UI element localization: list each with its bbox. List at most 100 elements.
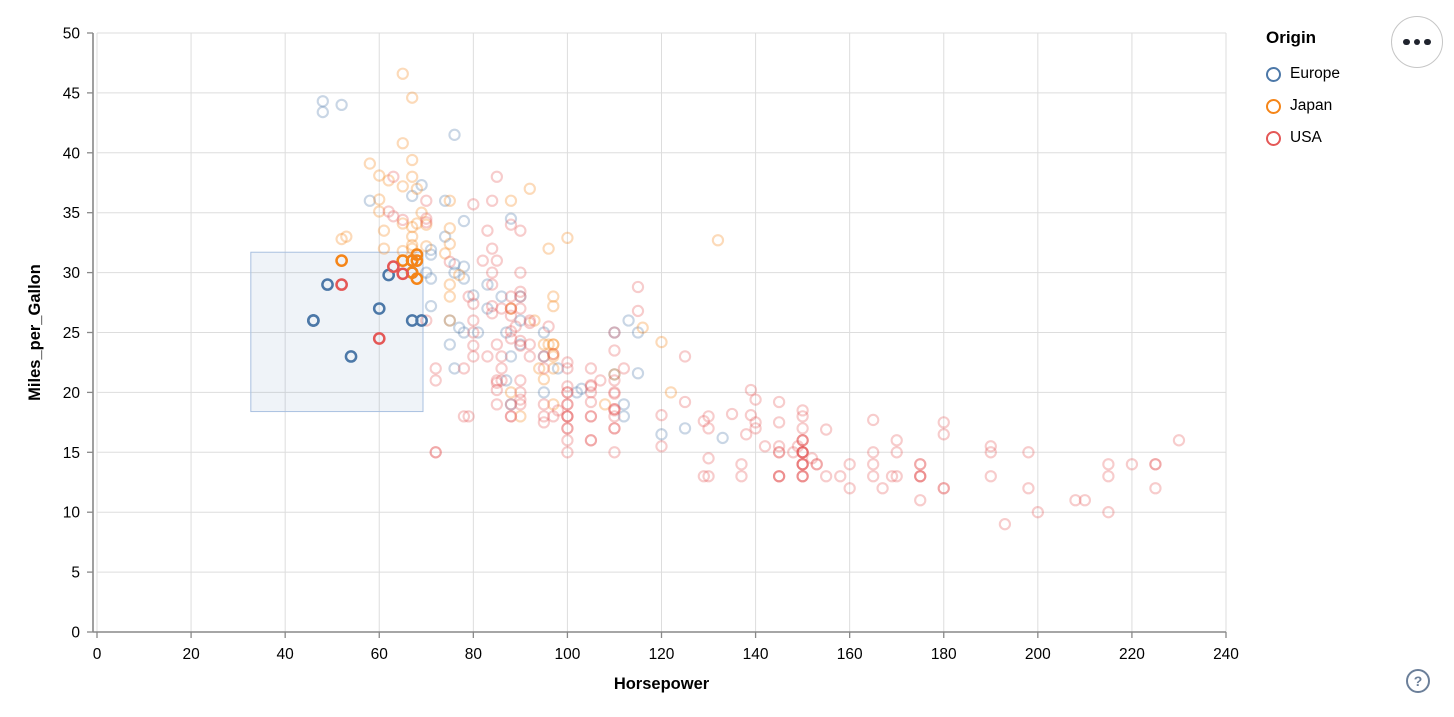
point-japan[interactable] [406, 238, 419, 252]
point-usa[interactable] [537, 416, 551, 429]
point-japan[interactable] [406, 91, 419, 104]
point-japan[interactable] [504, 386, 518, 399]
point-usa[interactable] [485, 307, 499, 320]
point-usa[interactable] [429, 362, 442, 375]
point-usa[interactable] [561, 380, 574, 393]
point-usa[interactable] [490, 338, 504, 351]
point-japan[interactable] [340, 230, 353, 243]
point-europe[interactable] [448, 258, 461, 271]
point-usa[interactable] [608, 410, 621, 423]
point-europe[interactable] [617, 410, 631, 423]
brush-selection[interactable] [250, 251, 424, 413]
point-usa[interactable] [551, 404, 565, 417]
point-japan[interactable] [453, 268, 466, 282]
point-usa[interactable] [810, 458, 823, 471]
point-usa[interactable] [740, 428, 753, 441]
point-europe[interactable] [438, 194, 452, 207]
point-usa[interactable] [796, 422, 809, 435]
point-usa[interactable] [335, 278, 348, 291]
point-japan[interactable] [410, 217, 424, 230]
point-usa[interactable] [608, 404, 621, 417]
point-europe[interactable] [504, 350, 518, 363]
point-usa[interactable] [796, 458, 809, 471]
point-usa[interactable] [584, 362, 598, 375]
point-europe[interactable] [406, 189, 419, 203]
point-usa[interactable] [467, 326, 480, 339]
point-japan[interactable] [443, 194, 456, 207]
point-usa[interactable] [547, 347, 560, 361]
point-usa[interactable] [867, 470, 880, 483]
point-japan[interactable] [528, 314, 541, 327]
point-usa[interactable] [608, 344, 621, 357]
point-usa[interactable] [387, 260, 400, 273]
point-usa[interactable] [504, 302, 518, 315]
point-usa[interactable] [749, 416, 762, 429]
point-europe[interactable] [471, 326, 485, 339]
point-usa[interactable] [561, 398, 574, 411]
point-europe[interactable] [457, 326, 471, 339]
point-usa[interactable] [655, 409, 668, 422]
point-europe[interactable] [363, 194, 376, 207]
point-usa[interactable] [608, 422, 621, 435]
point-usa[interactable] [594, 374, 607, 387]
point-europe[interactable] [617, 398, 631, 411]
point-usa[interactable] [420, 212, 433, 225]
point-usa[interactable] [584, 410, 598, 423]
point-usa[interactable] [608, 374, 621, 387]
point-usa[interactable] [504, 309, 518, 322]
point-europe[interactable] [316, 105, 329, 119]
point-usa[interactable] [914, 470, 927, 483]
point-usa[interactable] [495, 350, 508, 363]
point-usa[interactable] [914, 470, 927, 483]
point-usa[interactable] [1078, 494, 1092, 507]
point-usa[interactable] [867, 413, 880, 427]
point-japan[interactable] [373, 169, 386, 182]
point-usa[interactable] [744, 383, 758, 397]
help-button[interactable]: ? [1406, 669, 1430, 693]
point-japan[interactable] [514, 410, 527, 423]
point-europe[interactable] [504, 212, 518, 225]
point-usa[interactable] [495, 362, 508, 375]
point-japan[interactable] [396, 137, 409, 150]
point-usa[interactable] [735, 470, 748, 483]
point-europe[interactable] [457, 260, 471, 273]
point-usa[interactable] [514, 398, 527, 411]
point-japan[interactable] [537, 373, 551, 386]
point-usa[interactable] [772, 470, 786, 483]
point-usa[interactable] [490, 376, 504, 389]
point-japan[interactable] [547, 398, 560, 411]
point-usa[interactable] [429, 446, 442, 459]
point-usa[interactable] [1069, 494, 1082, 507]
point-usa[interactable] [485, 278, 499, 291]
point-usa[interactable] [514, 224, 527, 237]
point-usa[interactable] [542, 320, 555, 333]
point-europe[interactable] [307, 314, 320, 327]
point-usa[interactable] [382, 205, 395, 218]
point-usa[interactable] [608, 386, 621, 399]
point-usa[interactable] [914, 494, 927, 507]
point-usa[interactable] [467, 314, 480, 327]
point-usa[interactable] [514, 266, 527, 279]
point-usa[interactable] [514, 386, 527, 399]
point-europe[interactable] [570, 386, 583, 399]
point-europe[interactable] [481, 302, 494, 315]
point-usa[interactable] [490, 374, 504, 387]
point-usa[interactable] [1149, 482, 1162, 495]
point-usa[interactable] [514, 393, 527, 406]
point-japan[interactable] [406, 170, 419, 183]
point-japan[interactable] [664, 386, 678, 399]
point-usa[interactable] [796, 446, 809, 459]
point-usa[interactable] [561, 422, 574, 435]
point-usa[interactable] [984, 470, 997, 483]
point-usa[interactable] [772, 446, 786, 459]
point-usa[interactable] [561, 356, 574, 369]
point-japan[interactable] [537, 338, 551, 351]
point-usa[interactable] [485, 194, 499, 207]
point-japan[interactable] [396, 217, 409, 230]
point-europe[interactable] [514, 290, 527, 303]
point-usa[interactable] [514, 334, 527, 348]
point-usa[interactable] [504, 325, 518, 338]
point-usa[interactable] [796, 434, 809, 447]
point-europe[interactable] [655, 428, 668, 441]
point-usa[interactable] [387, 210, 400, 223]
